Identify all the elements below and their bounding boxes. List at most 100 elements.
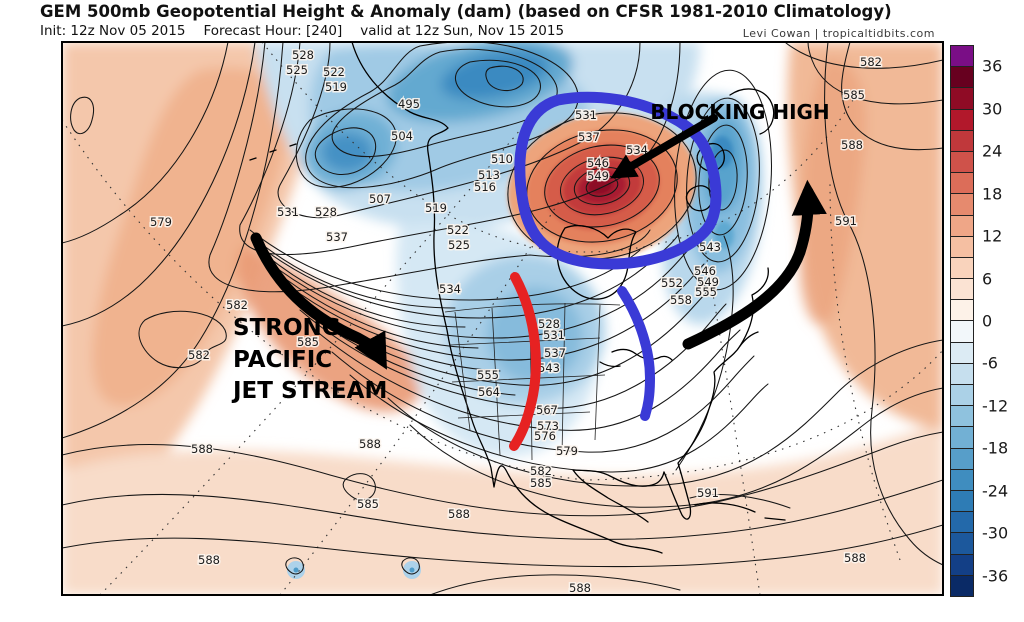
contour-value-label: 582 <box>188 348 210 362</box>
contour-value-label: 555 <box>695 285 717 299</box>
contour-value-label: 534 <box>439 282 461 296</box>
contour-value-label: 588 <box>841 138 863 152</box>
cutoff-low-dots <box>287 561 421 579</box>
contour-value-label: 588 <box>448 507 470 521</box>
contour-value-label: 516 <box>474 180 496 194</box>
contour-value-label: 588 <box>198 553 220 567</box>
contour-value-label: 555 <box>477 368 499 382</box>
atlantic-ridge-arrow <box>682 179 827 350</box>
colorbar-tick-label: 36 <box>982 56 1003 76</box>
contour-value-label: 537 <box>578 130 600 144</box>
contour-value-label: 531 <box>543 328 565 342</box>
valid-time: valid at 12z Sun, Nov 15 2015 <box>360 23 565 39</box>
colorbar-cell <box>951 215 973 237</box>
jet-label-line1: STRONG <box>233 315 341 341</box>
contour-value-label: 510 <box>491 152 513 166</box>
colorbar-tick-label: 6 <box>982 269 993 289</box>
colorbar-cell <box>951 363 973 385</box>
contour-value-label: 588 <box>359 437 381 451</box>
colorbar-tick-label: 30 <box>982 99 1003 119</box>
colorbar-cell <box>951 257 973 280</box>
contour-value-label: 558 <box>670 293 692 307</box>
contour-value-label: 567 <box>536 403 558 417</box>
contour-value-label: 504 <box>391 129 413 143</box>
contour-value-label: 543 <box>699 240 721 254</box>
contour-value-label: 531 <box>575 108 597 122</box>
colorbar-cell <box>951 67 973 89</box>
forecast-hour: Forecast Hour: [240] <box>203 23 343 39</box>
contour-value-label: 528 <box>538 317 560 331</box>
colorbar-tick-label: -30 <box>982 523 1009 543</box>
colorbar-tick-label: -36 <box>982 566 1009 586</box>
contour-value-label: 579 <box>150 215 172 229</box>
colorbar-tick-label: 0 <box>982 311 993 331</box>
contour-value-label: 591 <box>697 486 719 500</box>
colorbar-cell <box>951 490 973 513</box>
contour-value-label: 591 <box>835 214 857 228</box>
red-trough-line <box>509 272 541 451</box>
colorbar-cell <box>951 173 973 195</box>
contour-value-label: 525 <box>448 238 470 252</box>
hand-annotations <box>250 91 827 451</box>
contour-value-label: 588 <box>191 442 213 456</box>
colorbar-cell <box>951 321 973 343</box>
colorbar-tick-label: 12 <box>982 226 1003 246</box>
colorbar-cell <box>951 342 973 364</box>
colorbar-tick-label: -24 <box>982 481 1009 501</box>
colorbar-tick-label: -18 <box>982 438 1009 458</box>
colorbar-cell <box>951 194 973 216</box>
contour-value-label: 528 <box>292 48 314 62</box>
contour-value-label: 546 <box>694 264 716 278</box>
contour-value-label: 582 <box>530 464 552 478</box>
contour-value-label: 522 <box>323 65 345 79</box>
colorbar-cell <box>951 151 973 174</box>
contour-value-label: 564 <box>478 385 500 399</box>
contour-value-label: 585 <box>843 88 865 102</box>
colorbar-cell <box>951 554 973 576</box>
colorbar-cell <box>951 300 973 322</box>
colorbar-cell <box>951 406 973 428</box>
contour-value-label: 537 <box>326 230 348 244</box>
run-info: Init: 12z Nov 05 2015 Forecast Hour: [240… <box>40 23 582 39</box>
credit: Levi Cowan | tropicaltidbits.com <box>742 27 935 40</box>
colorbar-cell <box>951 512 973 534</box>
contour-value-label: 582 <box>226 298 248 312</box>
contour-value-label: 588 <box>844 551 866 565</box>
contour-value-label: 585 <box>357 497 379 511</box>
contour-value-label: 576 <box>534 429 556 443</box>
annotation-labels: BLOCKING HIGH STRONG PACIFIC JET STREAM <box>231 100 830 404</box>
colorbar-cell <box>951 279 973 301</box>
contour-value-label: 531 <box>277 205 299 219</box>
contour-value-label: 588 <box>569 581 591 595</box>
contour-value-label: 528 <box>315 205 337 219</box>
colorbar-cell <box>951 575 973 596</box>
contour-value-label: 582 <box>860 55 882 69</box>
contour-value-label: 519 <box>425 201 447 215</box>
colorbar-cell <box>951 236 973 258</box>
page-title: GEM 500mb Geopotential Height & Anomaly … <box>40 2 892 21</box>
colorbar-cell <box>951 385 973 407</box>
coastlines <box>249 42 786 554</box>
contour-value-label: 525 <box>286 63 308 77</box>
contour-value-label: 549 <box>587 169 609 183</box>
contour-value-label: 537 <box>544 346 566 360</box>
contour-value-label: 543 <box>538 361 560 375</box>
jet-label-line2: PACIFIC <box>233 347 332 373</box>
contour-value-label: 579 <box>556 444 578 458</box>
contour-value-label: 522 <box>447 223 469 237</box>
colorbar-cell <box>951 469 973 491</box>
blocking-high-pointer-arrow <box>610 114 718 179</box>
colorbar-cell <box>951 533 973 555</box>
colorbar-cell <box>951 427 973 449</box>
contour-value-label: 585 <box>530 476 552 490</box>
contour-value-label: 549 <box>697 275 719 289</box>
contour-value-label: 573 <box>537 419 559 433</box>
graticule <box>62 42 943 595</box>
contour-value-label: 507 <box>369 192 391 206</box>
blue-trough-line <box>617 286 656 421</box>
colorbar-tick-label: -12 <box>982 396 1009 416</box>
pacific-jet-arrow <box>250 232 387 370</box>
